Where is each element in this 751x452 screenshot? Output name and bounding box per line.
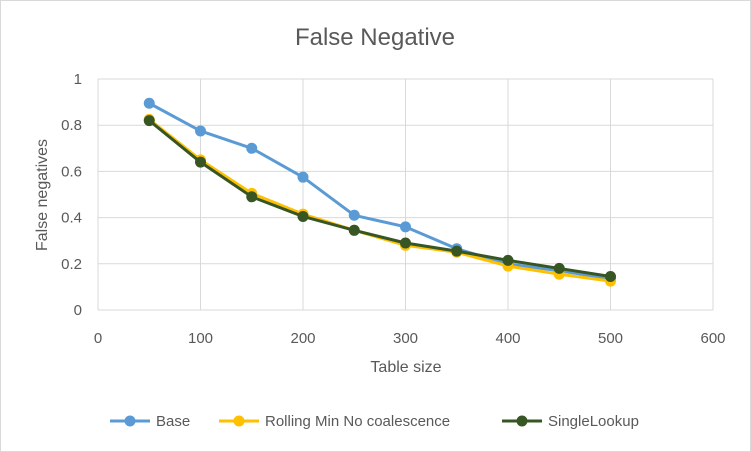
series-singlelookup xyxy=(143,115,616,283)
data-point xyxy=(195,125,206,137)
data-point xyxy=(400,237,411,249)
legend-item: SingleLookup xyxy=(502,413,639,430)
data-point xyxy=(400,221,411,233)
x-tick-label: 400 xyxy=(495,330,520,347)
x-tick-label: 600 xyxy=(700,330,725,347)
data-point xyxy=(451,245,463,257)
legend-item: Rolling Min No coalescence xyxy=(219,413,450,430)
data-point xyxy=(246,142,258,154)
legend-label: Rolling Min No coalescence xyxy=(265,413,450,430)
data-point xyxy=(348,209,360,221)
legend-swatch-marker xyxy=(124,415,136,427)
series-base xyxy=(143,97,616,285)
x-axis-label: Table size xyxy=(370,359,441,376)
gridlines xyxy=(97,78,714,311)
x-tick-label: 200 xyxy=(290,330,315,347)
data-point xyxy=(502,254,514,266)
x-tick-label: 300 xyxy=(393,330,418,347)
series-line xyxy=(148,101,611,281)
data-point xyxy=(246,191,258,203)
y-tick-label: 1 xyxy=(74,71,82,88)
data-point xyxy=(143,97,155,109)
legend-swatch-marker xyxy=(516,415,528,427)
y-tick-label: 0 xyxy=(74,302,82,319)
y-tick-label: 0.4 xyxy=(61,210,82,227)
series-rolling-min-no-coalescence xyxy=(143,113,616,287)
data-point xyxy=(553,262,565,274)
y-axis-ticks: 0 0.2 0.4 0.6 0.8 1 xyxy=(61,71,82,319)
series-lines xyxy=(143,97,616,287)
legend: Base Rolling Min No coalescence SingleLook… xyxy=(110,413,639,430)
y-axis-label: False negatives xyxy=(34,139,51,251)
data-point xyxy=(348,224,360,236)
legend-label: SingleLookup xyxy=(548,413,639,430)
x-axis-ticks: 0 100 200 300 400 500 600 xyxy=(94,330,726,347)
legend-label: Base xyxy=(156,413,190,430)
x-tick-label: 0 xyxy=(94,330,102,347)
series-line xyxy=(148,118,611,283)
data-point xyxy=(297,171,309,183)
series-line xyxy=(148,119,611,278)
y-tick-label: 0.8 xyxy=(61,117,82,134)
x-tick-label: 100 xyxy=(188,330,213,347)
legend-swatch-marker xyxy=(233,415,245,427)
data-point xyxy=(195,156,206,168)
data-point xyxy=(297,210,309,222)
data-point xyxy=(605,271,616,283)
y-tick-label: 0.6 xyxy=(61,163,82,180)
chart-title: False Negative xyxy=(295,24,455,51)
legend-item: Base xyxy=(110,413,190,430)
x-tick-label: 500 xyxy=(598,330,623,347)
y-tick-label: 0.2 xyxy=(61,256,82,273)
data-point xyxy=(143,115,155,127)
